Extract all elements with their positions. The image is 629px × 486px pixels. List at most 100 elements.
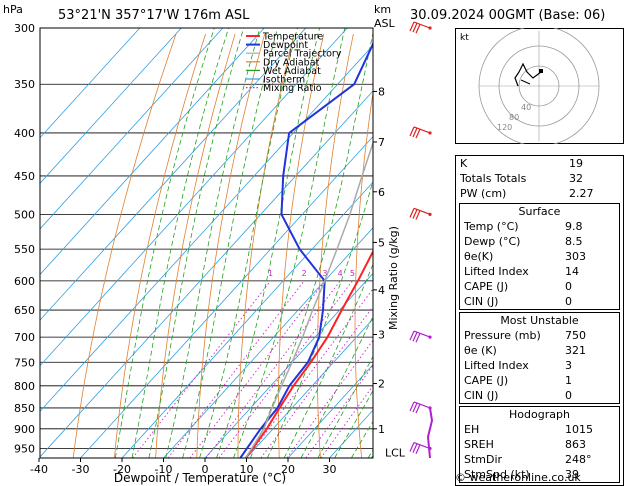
most-unstable-section: Most Unstable Pressure (mb) 750 θe (K) 321 L… (459, 312, 620, 404)
hodograph-ring-label: 40 (521, 103, 531, 112)
credit: © weatheronline.co.uk (455, 471, 581, 484)
hodograph-row: StmDir 248° (460, 452, 619, 467)
legend-label: Dry Adiabat (263, 57, 320, 68)
unstable-value: 321 (565, 344, 586, 357)
isotherm-line (204, 272, 373, 458)
surface-row: Temp (°C) 9.8 (460, 219, 619, 234)
index-key: PW (cm) (460, 187, 507, 200)
surface-value: 9.8 (565, 220, 583, 233)
mixing-ratio-line (320, 385, 373, 458)
isotherm-line (40, 90, 373, 458)
surface-key: CIN (J) (464, 295, 499, 308)
wet-adiabat-line (334, 389, 373, 458)
unstable-row: Lifted Index 3 (460, 358, 619, 373)
mixing-ratio-line (246, 288, 373, 458)
hodograph-key: SREH (464, 438, 494, 451)
asl-unit: ASL (374, 17, 395, 30)
hodograph-marker (539, 69, 543, 73)
legend-label: Temperature (262, 32, 323, 43)
wet-adiabat-line (131, 28, 229, 458)
wind-barb-flag (415, 333, 421, 343)
mixing-ratio-line (189, 280, 326, 458)
index-key: Totals Totals (460, 172, 527, 185)
km-unit: km (374, 3, 392, 16)
wind-barb-flag (415, 23, 421, 34)
dry-adiabat-line (72, 33, 177, 458)
mixing-ratio-line (305, 364, 373, 458)
most-unstable-title: Most Unstable (500, 314, 579, 327)
wind-barb-flag (415, 444, 421, 454)
mixing-ratio-label: 5 (350, 269, 355, 278)
wind-barb-flag (412, 127, 418, 138)
wet-adiabat-line (266, 179, 373, 458)
isotherm-line (287, 363, 373, 458)
surface-value: 303 (565, 250, 586, 263)
mixing-ratio-line (260, 305, 373, 458)
dry-adiabat-line (427, 34, 444, 458)
legend-label: Dewpoint (263, 40, 308, 51)
surface-value: 14 (565, 265, 579, 278)
isotherm-line (40, 44, 373, 412)
wind-barb-flag (412, 209, 418, 219)
index-key: K (460, 157, 468, 170)
hodograph-ring-label: 120 (497, 123, 512, 132)
hodograph-title: Hodograph (509, 408, 570, 421)
unstable-key: CAPE (J) (464, 374, 509, 387)
hpa-unit: hPa (3, 3, 23, 16)
surface-value: 8.5 (565, 235, 583, 248)
hodograph-value: 39 (565, 468, 579, 481)
wind-barb-flag (409, 401, 415, 412)
wind-barb-dot (428, 335, 432, 339)
hodograph-ring-label: 80 (509, 113, 519, 122)
surface-title: Surface (518, 205, 561, 218)
hodograph-key: EH (464, 423, 480, 436)
unstable-value: 1 (565, 374, 572, 387)
surface-row: Lifted Index 14 (460, 264, 619, 279)
hodograph-key: StmSpd (kt) (464, 468, 530, 481)
dry-adiabat-line (237, 33, 295, 458)
mixing-ratio-label: 4 (338, 269, 343, 278)
mixing-ratio-label: 8 (376, 269, 381, 278)
isotherm-line (40, 28, 182, 184)
index-value: 19 (569, 157, 583, 170)
mixing-ratio-line (132, 280, 271, 458)
mixing-ratio-line (218, 280, 353, 458)
wet-adiabat-line (182, 28, 279, 458)
wet-adiabat-line (233, 28, 346, 458)
legend-label: Isotherm (263, 75, 305, 86)
km-tick-label: 1 (378, 423, 385, 436)
surface-key: Temp (°C) (464, 220, 519, 233)
mixing-ratio-label: 1 (268, 269, 273, 278)
unstable-row: CIN (J) 0 (460, 388, 619, 403)
wind-barb-flag (415, 210, 421, 220)
surface-key: CAPE (J) (464, 280, 509, 293)
temperature-tick-label: 10 (240, 463, 254, 476)
wet-adiabat-line (250, 31, 373, 458)
dry-adiabat-line (316, 33, 354, 458)
km-tick-label: 8 (378, 85, 385, 98)
wind-barb-dot (428, 26, 432, 30)
datetime-label: 30.09.2024 00GMT (Base: 06) (410, 8, 606, 23)
dry-adiabat-line (354, 90, 373, 458)
x-axis-label: Dewpoint / Temperature (°C) (114, 471, 286, 485)
wind-barb-flag (412, 22, 418, 33)
plot-frame (39, 27, 374, 459)
pressure-tick-label: 300 (14, 22, 35, 35)
mixing-ratio-line (167, 280, 305, 458)
unstable-value: 750 (565, 329, 586, 342)
unstable-value: 3 (565, 359, 572, 372)
hodograph-value: 248° (565, 453, 592, 466)
mixing-ratio-line (286, 339, 373, 458)
wind-barb-dot (428, 212, 432, 216)
temperature-tick-label: -20 (113, 463, 131, 476)
unstable-key: Pressure (mb) (464, 329, 541, 342)
isotherm-line (40, 28, 307, 321)
wind-barb-flag (409, 208, 415, 218)
isotherm-line (163, 227, 373, 458)
index-value: 2.27 (569, 187, 594, 200)
location-label: 53°21'N 357°17'W 176m ASL (58, 8, 250, 23)
pressure-tick-label: 400 (14, 127, 35, 140)
